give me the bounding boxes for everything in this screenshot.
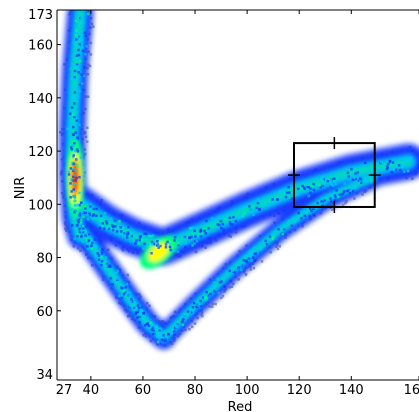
y-tick-label: 140 (28, 92, 53, 107)
x-tick-label: 140 (339, 383, 364, 398)
x-tick-label: 60 (135, 383, 152, 398)
x-axis-label: Red (228, 400, 253, 412)
y-tick-label: 34 (36, 368, 53, 383)
y-tick-label: 160 (28, 39, 53, 54)
y-tick-label: 173 (28, 8, 53, 23)
y-tick-label: 100 (28, 198, 53, 213)
density-speckle (66, 12, 412, 344)
y-tick-label: 80 (36, 252, 53, 267)
x-tick-label: 80 (187, 383, 204, 398)
y-tick-label: 120 (28, 145, 53, 160)
x-tick-label: 40 (83, 383, 100, 398)
density-layer (59, 10, 419, 350)
axes (56, 9, 419, 381)
x-tick-label: 27 (56, 383, 73, 398)
x-tick-label: 166 (404, 383, 419, 398)
y-axis-label: NIR (13, 177, 28, 200)
x-tick-label: 120 (287, 383, 312, 398)
highlight-box (287, 137, 381, 213)
y-tick-label: 60 (36, 305, 53, 320)
ticks: 27 40 60 80 100 120 140 166 34 60 80 100 120 140 160 17… (28, 8, 419, 398)
x-tick-label: 100 (235, 383, 260, 398)
density-hotspot (140, 235, 178, 270)
